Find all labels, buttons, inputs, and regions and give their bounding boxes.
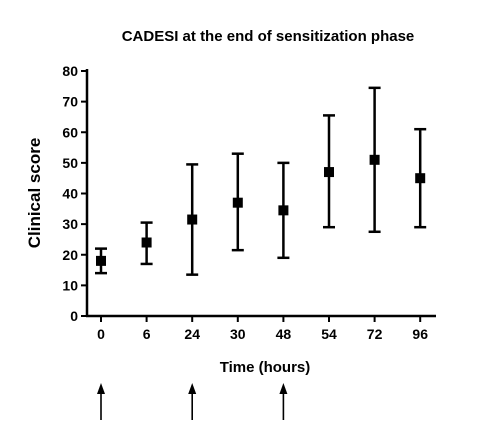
y-tick-label: 20 [62, 247, 78, 263]
data-point [141, 237, 152, 248]
plot-area: 0 10 20 30 40 50 60 70 80 0 6 24 30 48 54 72 96 [62, 63, 436, 420]
x-tick-label: 54 [321, 326, 337, 342]
x-tick-label: 6 [143, 326, 151, 342]
y-tick-label: 70 [62, 94, 78, 110]
arrow-head [188, 383, 197, 394]
data-point [369, 154, 380, 165]
x-tick-label: 48 [276, 326, 292, 342]
y-tick-label: 30 [62, 216, 78, 232]
data-point [324, 167, 334, 178]
chart-title: CADESI at the end of sensitization phase [122, 28, 415, 45]
data-point [187, 214, 198, 225]
y-tick-label: 40 [62, 186, 78, 202]
data-point [278, 205, 289, 216]
y-tick-label: 60 [62, 124, 78, 140]
x-tick-label: 30 [230, 326, 246, 342]
x-tick-label: 96 [412, 326, 428, 342]
x-tick-label: 24 [184, 326, 200, 342]
y-tick-label: 10 [62, 277, 78, 293]
y-tick-label: 80 [62, 63, 78, 79]
arrow-head [279, 383, 288, 394]
arrow-head [97, 383, 105, 394]
data-point [96, 255, 106, 266]
data-point [232, 197, 243, 208]
y-axis-label: Clinical score [25, 138, 44, 249]
x-axis-label: Time (hours) [220, 359, 311, 376]
data-point [415, 173, 426, 184]
x-tick-label: 0 [97, 326, 105, 342]
y-tick-label: 50 [62, 155, 78, 171]
x-tick-label: 72 [367, 326, 383, 342]
y-tick-label: 0 [70, 308, 78, 324]
